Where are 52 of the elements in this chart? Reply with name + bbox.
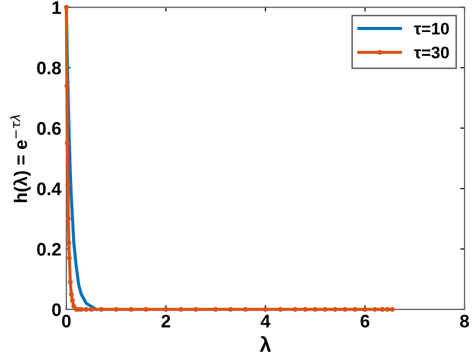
y-tick-label: 0.8 [37,62,61,74]
point [163,306,168,312]
point [71,304,76,309]
point [70,298,75,303]
point [68,292,74,297]
y-tick-label: 0 [52,303,61,316]
point [64,4,69,10]
x-tick-label: 6 [360,314,370,328]
legend-label: τ=10 [414,22,449,35]
x-axis-title: λ [260,336,271,352]
point [64,140,70,146]
point [84,306,89,312]
x-tick-label: 8 [460,314,469,328]
y-tick-label: 0.4 [37,182,62,196]
point [64,83,70,88]
point [322,306,328,312]
point [362,306,368,312]
x-tick-label: 4 [260,314,270,328]
point [98,306,104,312]
point [128,306,134,312]
x-tick-label: 0 [62,314,71,328]
point [144,306,148,312]
point [88,306,94,312]
y-tick-label: 0.6 [37,122,61,135]
point [390,306,395,312]
y-tick-label: 1 [52,1,61,14]
legend-label: τ=30 [414,46,449,58]
point [66,256,72,260]
point [372,306,378,312]
point [278,306,283,312]
point [243,306,248,312]
point [65,183,70,188]
point [380,306,385,312]
point [193,306,198,312]
point [332,306,338,312]
point [68,280,73,285]
point [66,216,71,222]
y-axis-title: h(λ) = e$^{−τλ}$ [10,115,31,202]
point [228,306,234,312]
point [178,306,184,312]
x-tick-label: 2 [162,314,170,328]
point [292,306,298,312]
point [66,240,72,246]
point [213,306,218,312]
point [302,306,308,312]
point [263,306,268,312]
point [312,306,318,312]
point [352,306,358,312]
point [384,306,390,312]
point [342,306,348,312]
y-tick-label: 0.2 [37,242,61,256]
point [114,306,119,312]
